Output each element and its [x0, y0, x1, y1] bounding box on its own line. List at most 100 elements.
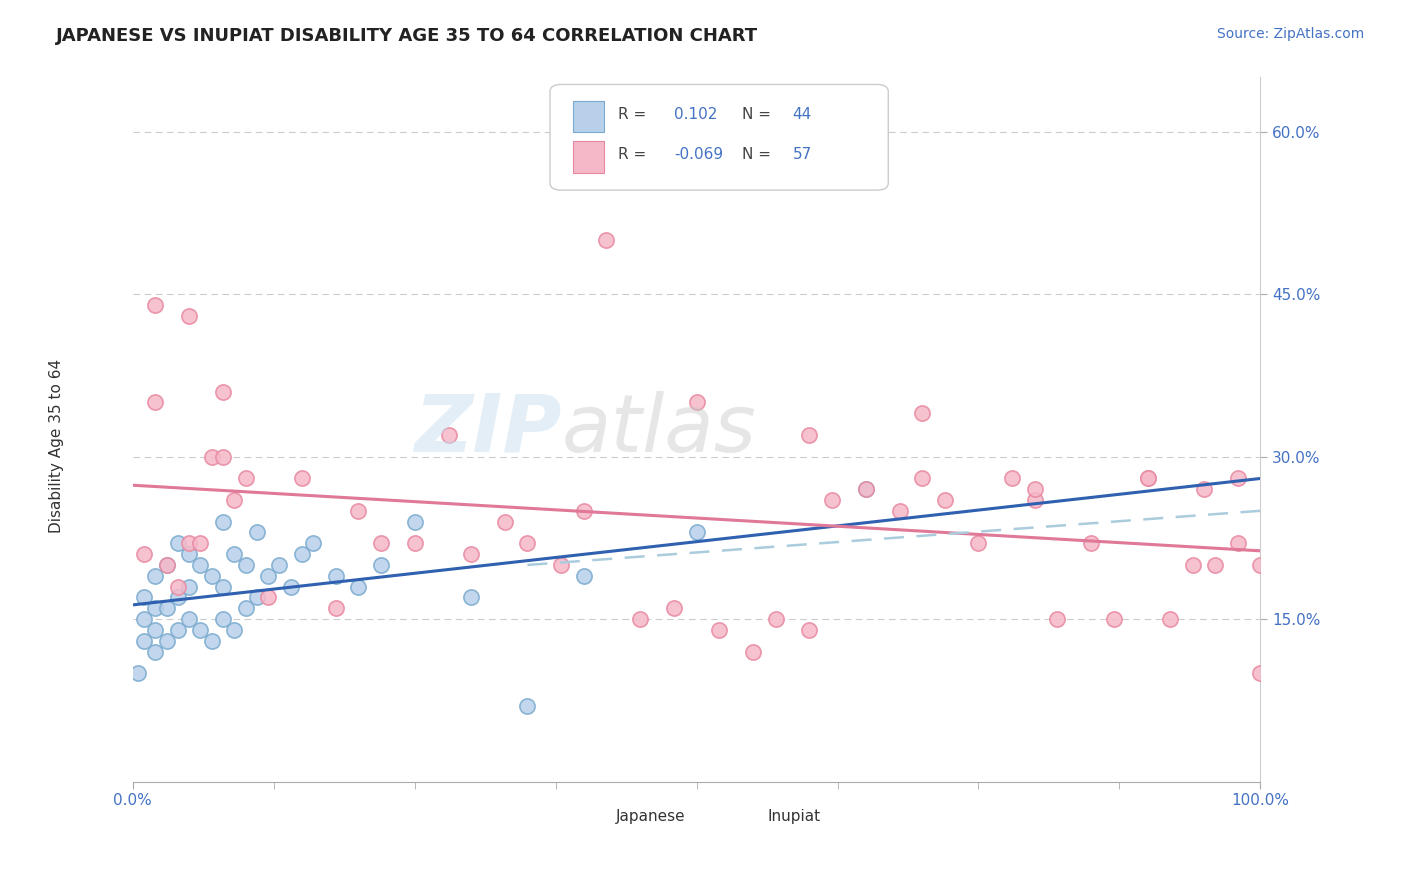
Point — [1226, 471, 1249, 485]
FancyBboxPatch shape — [550, 85, 889, 190]
Point — [370, 536, 392, 550]
Text: Inupiat: Inupiat — [768, 809, 821, 824]
Point — [494, 515, 516, 529]
Point — [765, 612, 787, 626]
Point — [1080, 536, 1102, 550]
Point — [179, 612, 201, 626]
Point — [370, 558, 392, 572]
Point — [201, 569, 224, 583]
Point — [516, 536, 538, 550]
Text: N =: N = — [742, 107, 776, 122]
Point — [1159, 612, 1181, 626]
Point — [1249, 558, 1271, 572]
Point — [190, 536, 212, 550]
Point — [742, 645, 765, 659]
Point — [156, 558, 179, 572]
Point — [1024, 492, 1046, 507]
Point — [1192, 482, 1215, 496]
Point — [179, 309, 201, 323]
Point — [235, 471, 257, 485]
Point — [967, 536, 990, 550]
Text: Source: ZipAtlas.com: Source: ZipAtlas.com — [1216, 27, 1364, 41]
Point — [572, 504, 595, 518]
Point — [302, 536, 325, 550]
Point — [132, 612, 155, 626]
Point — [212, 580, 235, 594]
Text: Disability Age 35 to 64: Disability Age 35 to 64 — [49, 359, 63, 533]
Point — [855, 482, 877, 496]
Point — [550, 558, 572, 572]
Point — [156, 633, 179, 648]
Point — [179, 547, 201, 561]
Point — [347, 580, 370, 594]
Point — [143, 569, 166, 583]
Point — [404, 536, 426, 550]
Point — [235, 601, 257, 615]
Point — [291, 547, 314, 561]
Text: JAPANESE VS INUPIAT DISABILITY AGE 35 TO 64 CORRELATION CHART: JAPANESE VS INUPIAT DISABILITY AGE 35 TO… — [56, 27, 758, 45]
Point — [246, 525, 269, 540]
Point — [179, 536, 201, 550]
Text: ZIP: ZIP — [413, 391, 561, 468]
Point — [212, 450, 235, 464]
Point — [201, 633, 224, 648]
Point — [201, 450, 224, 464]
Point — [224, 492, 246, 507]
Point — [1136, 471, 1159, 485]
Text: N =: N = — [742, 147, 776, 162]
Point — [132, 633, 155, 648]
Point — [156, 601, 179, 615]
Point — [1249, 666, 1271, 681]
Point — [516, 698, 538, 713]
Point — [628, 612, 651, 626]
Point — [257, 569, 280, 583]
Point — [190, 558, 212, 572]
Point — [212, 612, 235, 626]
Point — [707, 623, 730, 637]
Bar — [572, 101, 605, 132]
Point — [190, 623, 212, 637]
Point — [911, 471, 934, 485]
Text: 44: 44 — [793, 107, 811, 122]
Point — [662, 601, 685, 615]
Point — [821, 492, 844, 507]
Point — [167, 580, 190, 594]
Text: 0.102: 0.102 — [673, 107, 717, 122]
Text: R =: R = — [617, 107, 651, 122]
Point — [347, 504, 370, 518]
Point — [889, 504, 911, 518]
Point — [132, 547, 155, 561]
Point — [246, 591, 269, 605]
Point — [224, 547, 246, 561]
Point — [1102, 612, 1125, 626]
Point — [460, 591, 482, 605]
Point — [167, 591, 190, 605]
Point — [1001, 471, 1024, 485]
Point — [269, 558, 291, 572]
Point — [685, 395, 707, 409]
Point — [257, 591, 280, 605]
Bar — [583, 811, 609, 838]
Bar — [572, 141, 605, 172]
Point — [1024, 482, 1046, 496]
Point — [934, 492, 956, 507]
Point — [132, 591, 155, 605]
Point — [143, 298, 166, 312]
Point — [167, 623, 190, 637]
Text: atlas: atlas — [561, 391, 756, 468]
Text: Japanese: Japanese — [616, 809, 685, 824]
Point — [143, 395, 166, 409]
Text: R =: R = — [617, 147, 651, 162]
Text: -0.069: -0.069 — [673, 147, 723, 162]
Point — [224, 623, 246, 637]
Point — [280, 580, 302, 594]
Point — [325, 569, 347, 583]
Point — [855, 482, 877, 496]
Point — [460, 547, 482, 561]
Point — [404, 515, 426, 529]
Point — [1204, 558, 1226, 572]
Point — [143, 645, 166, 659]
Point — [143, 623, 166, 637]
Point — [1046, 612, 1069, 626]
Point — [1226, 536, 1249, 550]
